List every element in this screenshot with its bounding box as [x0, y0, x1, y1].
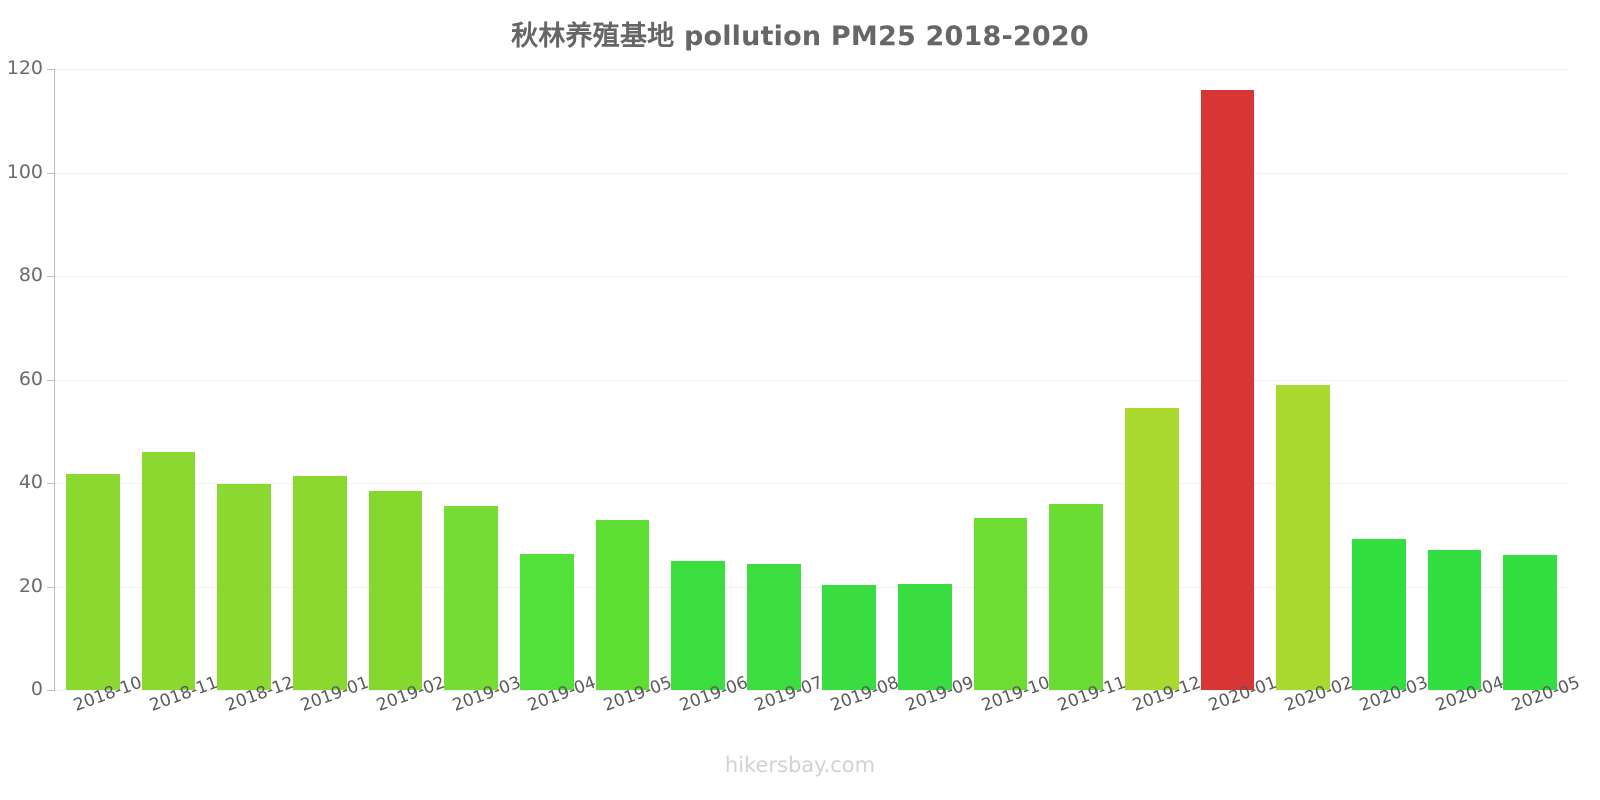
y-tick-label: 20: [18, 574, 43, 597]
bar[interactable]: [292, 475, 347, 690]
bar[interactable]: [671, 560, 725, 690]
y-tick-mark: [47, 276, 55, 277]
bar[interactable]: [519, 553, 574, 690]
bar[interactable]: [973, 517, 1028, 690]
gridline: [55, 586, 1568, 588]
gridline: [55, 172, 1568, 174]
bar[interactable]: [65, 473, 120, 690]
y-tick-label: 40: [18, 471, 43, 493]
bar[interactable]: [368, 491, 423, 690]
y-tick-mark: [47, 69, 55, 70]
bar[interactable]: [898, 584, 952, 690]
y-tick-mark: [47, 379, 55, 381]
y-tick-label: 0: [30, 678, 43, 700]
gridline: [55, 483, 1568, 484]
y-tick-mark: [47, 586, 55, 588]
page-title: 秋林养殖基地 pollution PM25 2018-2020: [511, 21, 1089, 52]
bar[interactable]: [1276, 384, 1331, 690]
bar[interactable]: [746, 564, 801, 690]
y-tick-label: 100: [6, 160, 43, 183]
gridline: [55, 276, 1568, 277]
plot-area: [55, 69, 1568, 691]
bar[interactable]: [822, 585, 877, 690]
bar[interactable]: [141, 452, 196, 690]
y-tick-label: 80: [18, 264, 43, 286]
bar[interactable]: [217, 483, 271, 690]
bar[interactable]: [444, 506, 498, 690]
bar[interactable]: [1503, 555, 1558, 690]
gridline: [55, 69, 1568, 70]
bar[interactable]: [595, 519, 650, 690]
y-tick-mark: [47, 690, 55, 691]
y-tick-mark: [47, 172, 55, 174]
gridline: [55, 379, 1568, 381]
bar[interactable]: [1427, 550, 1482, 690]
watermark: hikersbay.com: [724, 753, 876, 777]
y-tick-label: 60: [18, 367, 43, 390]
bar[interactable]: [1049, 503, 1104, 690]
bar[interactable]: [1200, 89, 1255, 690]
gridline: [55, 690, 1568, 691]
bar[interactable]: [1352, 539, 1406, 690]
bar[interactable]: [1125, 408, 1179, 690]
y-tick-mark: [47, 483, 55, 484]
y-tick-label: 120: [6, 57, 43, 79]
